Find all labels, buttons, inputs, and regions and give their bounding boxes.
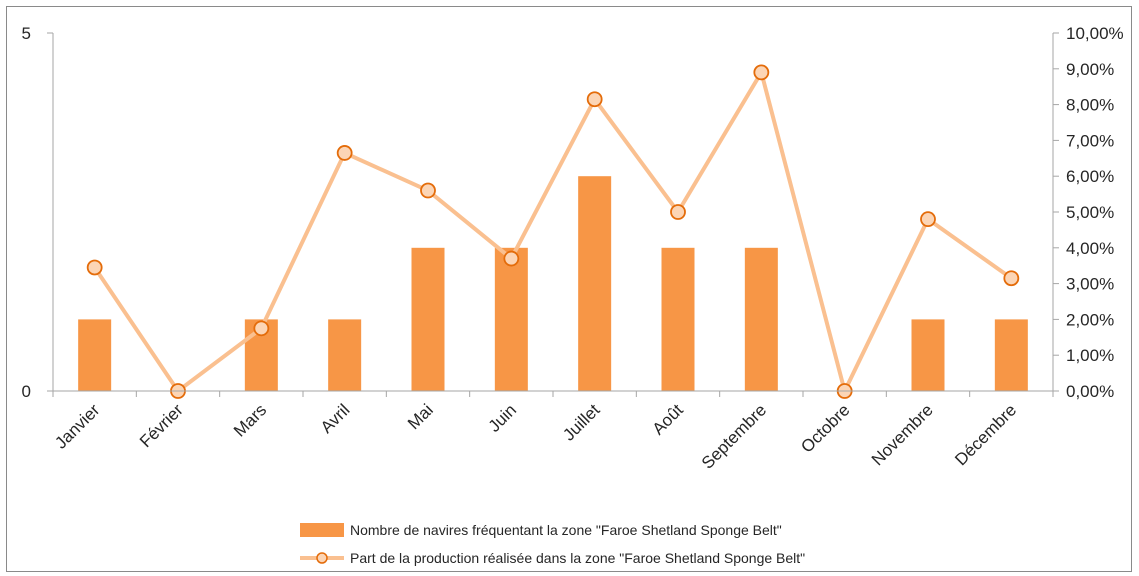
bar-novembre [911,319,945,391]
category-label: Août [649,400,687,438]
legend-entry-bars: Nombre de navires fréquentant la zone "F… [300,522,782,538]
category-label: Septembre [698,400,770,472]
bar-septembre [744,247,778,391]
right-tick-label: 2,00% [1066,310,1114,329]
right-tick-label: 9,00% [1066,60,1114,79]
legend-label-bars: Nombre de navires fréquentant la zone "F… [350,522,782,538]
right-axis-ticks: 0,00% 1,00% 2,00% 3,00% 4,00% 5,00% 6,00% 7,00%… [1053,24,1124,401]
line-point-mars [253,320,270,337]
bar-juillet [578,176,612,391]
left-axis-ticks: 05 [22,24,53,401]
line-point-mai [420,182,436,199]
bar-avril [328,319,362,391]
line-point-juin [503,250,520,267]
chart-frame [6,6,1132,572]
right-tick-label: 3,00% [1066,275,1114,294]
right-tick-label: 8,00% [1066,96,1114,115]
line-point-août [670,204,686,220]
right-tick-label: 0,00% [1066,382,1114,401]
legend-swatch-marker [316,552,328,564]
category-label: Juin [485,400,520,435]
bar-juin [494,247,528,391]
right-tick-label: 5,00% [1066,203,1114,222]
category-label: Décembre [951,400,1020,469]
category-label: Novembre [868,400,937,469]
line-point-décembre [1003,270,1020,287]
category-label: Mars [230,400,270,440]
right-tick-label: 4,00% [1066,239,1114,258]
left-tick-label: 5 [22,24,31,43]
legend: Nombre de navires fréquentant la zone "F… [300,522,805,566]
right-tick-label: 7,00% [1066,131,1114,150]
right-tick-label: 6,00% [1066,167,1114,186]
category-labels: Janvier Février Mars Avril Mai Juin Juillet Aoû… [51,400,1020,472]
line-path [93,70,1013,393]
bar-series [78,176,1028,391]
line-series [86,64,1020,399]
category-label: Octobre [797,400,853,456]
line-point-novembre [920,211,936,228]
category-label: Avril [317,400,354,437]
category-label: Mai [404,400,437,433]
legend-entry-line: Part de la production réalisée dans la z… [300,550,805,566]
category-label: Janvier [51,400,103,452]
right-tick-label: 10,00% [1066,24,1124,43]
line-point-janvier [86,259,103,276]
legend-label-line: Part de la production réalisée dans la z… [350,550,805,566]
line-point-avril [336,145,353,161]
bar-janvier [78,319,112,391]
right-tick-label: 1,00% [1066,346,1114,365]
line-point-septembre [753,64,770,81]
bar-mai [411,247,445,391]
axes [52,33,1054,397]
line-point-juillet [586,91,603,108]
bar-août [661,247,695,391]
bar-décembre [994,319,1028,391]
left-tick-label: 0 [22,382,31,401]
category-label: Février [136,400,187,451]
legend-swatch-bars [300,523,344,537]
category-label: Juillet [559,400,603,444]
